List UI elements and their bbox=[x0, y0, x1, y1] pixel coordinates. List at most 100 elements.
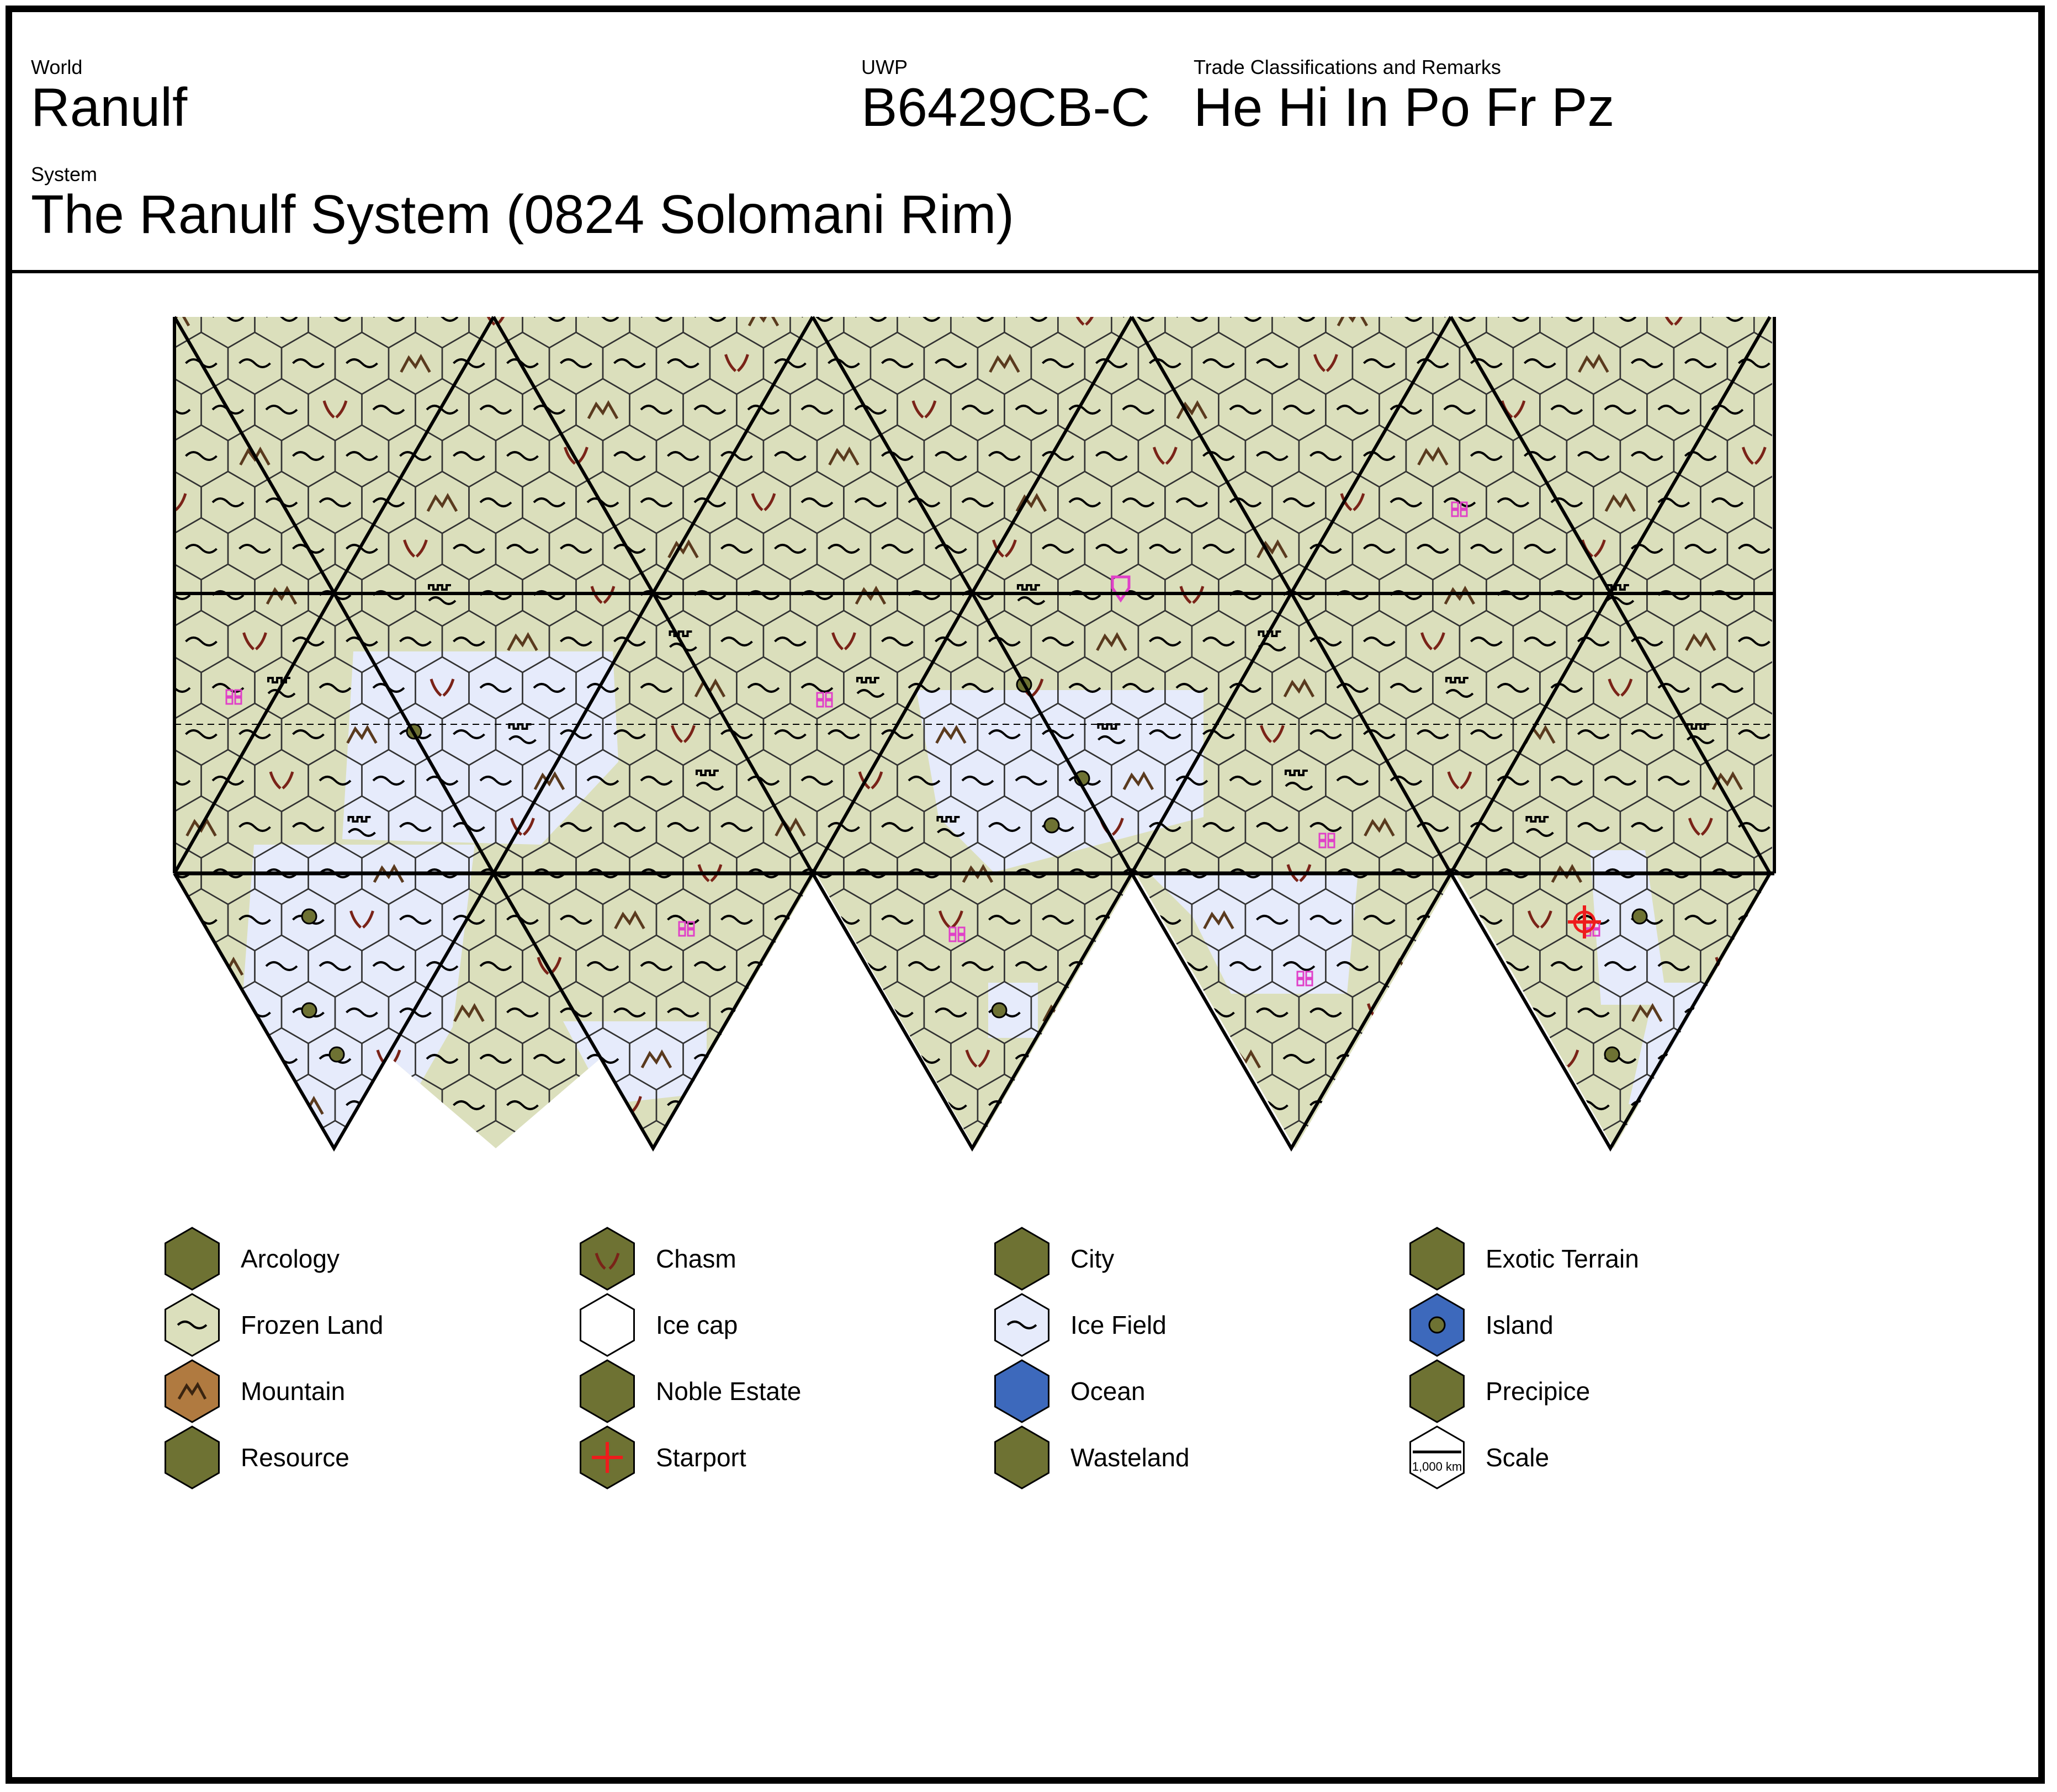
map-hex bbox=[94, 842, 148, 904]
frozen-land-glyph bbox=[185, 729, 218, 739]
frozen-land-glyph bbox=[640, 405, 673, 415]
frozen-land-glyph bbox=[720, 822, 753, 832]
frozen-land-glyph bbox=[1255, 822, 1289, 832]
frozen-land-glyph bbox=[1416, 544, 1449, 554]
city-glyph bbox=[816, 692, 833, 708]
map-hex bbox=[1432, 934, 1487, 998]
legend-item: Mountain bbox=[165, 1359, 345, 1423]
map-hex bbox=[174, 934, 202, 998]
frozen-land-glyph bbox=[238, 915, 271, 925]
frozen-land-glyph bbox=[1309, 822, 1342, 832]
frozen-land-glyph bbox=[747, 405, 780, 415]
trade-label: Trade Classifications and Remarks bbox=[1194, 56, 1501, 78]
city-glyph bbox=[1296, 971, 1313, 987]
frozen-land-glyph bbox=[1255, 915, 1289, 925]
map-hex bbox=[1218, 1120, 1273, 1148]
frozen-land-glyph bbox=[800, 1054, 834, 1064]
map-hex bbox=[1700, 1027, 1755, 1091]
frozen-land-glyph bbox=[1148, 1008, 1181, 1017]
map-hex bbox=[174, 1073, 176, 1137]
frozen-land-glyph bbox=[265, 961, 298, 971]
chasm-glyph bbox=[671, 725, 696, 743]
mountain-glyph bbox=[882, 1095, 913, 1115]
chasm-glyph bbox=[189, 1003, 214, 1021]
frozen-land-glyph bbox=[1630, 729, 1663, 739]
legend-label: Ice Field bbox=[1070, 1311, 1167, 1339]
legend-label: Ocean bbox=[1070, 1377, 1146, 1406]
frozen-land-glyph bbox=[1122, 1054, 1155, 1064]
frozen-land-glyph bbox=[1202, 729, 1235, 739]
frozen-land-glyph bbox=[1148, 822, 1181, 832]
map-hex bbox=[94, 564, 148, 626]
frozen-land-glyph bbox=[238, 822, 271, 832]
frozen-land-glyph bbox=[426, 961, 459, 971]
ice-field-glyph bbox=[695, 770, 724, 791]
mountain-glyph bbox=[587, 400, 619, 420]
legend-label: Ice cap bbox=[656, 1311, 738, 1339]
frozen-land-glyph bbox=[1577, 1008, 1610, 1017]
chasm-glyph bbox=[831, 632, 856, 650]
frozen-land-glyph bbox=[346, 544, 378, 554]
frozen-land-glyph bbox=[238, 358, 271, 368]
frozen-land-glyph bbox=[1416, 1008, 1449, 1017]
map-sheet-frame: World Ranulf UWP B6429CB-C Trade Classif… bbox=[6, 6, 2045, 1784]
frozen-land-glyph bbox=[774, 729, 807, 739]
map-hex bbox=[94, 286, 148, 348]
frozen-land-glyph bbox=[560, 915, 592, 925]
frozen-land-glyph bbox=[1068, 1054, 1101, 1064]
trade-codes: He Hi In Po Fr Pz bbox=[1194, 77, 1615, 137]
map-hex bbox=[1593, 1120, 1648, 1148]
map-hex bbox=[1432, 1120, 1487, 1148]
frozen-land-glyph bbox=[1202, 637, 1235, 646]
frozen-land-glyph bbox=[1497, 1054, 1530, 1064]
map-hex bbox=[1271, 1120, 1327, 1148]
frozen-land-glyph bbox=[399, 1008, 432, 1017]
mountain-glyph bbox=[775, 817, 806, 837]
frozen-land-glyph bbox=[560, 637, 592, 646]
frozen-land-glyph bbox=[640, 683, 673, 693]
frozen-land-glyph bbox=[828, 358, 860, 368]
frozen-land-glyph bbox=[800, 317, 834, 322]
frozen-land-glyph bbox=[1604, 776, 1637, 786]
map-hex bbox=[1405, 980, 1461, 1045]
frozen-land-glyph bbox=[1711, 683, 1744, 693]
frozen-land-glyph bbox=[319, 776, 352, 786]
map-hex bbox=[94, 1028, 148, 1090]
map-hex bbox=[94, 471, 148, 533]
frozen-land-glyph bbox=[640, 497, 673, 507]
map-hex bbox=[1459, 980, 1514, 1045]
frozen-land-glyph bbox=[935, 1008, 967, 1017]
chasm-glyph bbox=[1313, 354, 1338, 372]
frozen-land-glyph bbox=[174, 776, 191, 786]
wasteland-icon bbox=[994, 1425, 1049, 1489]
map-hex bbox=[789, 934, 845, 998]
chasm-glyph bbox=[911, 400, 937, 418]
frozen-land-glyph bbox=[961, 683, 994, 693]
map-hex bbox=[762, 980, 818, 1045]
frozen-land-glyph bbox=[1202, 358, 1235, 368]
ice-field-region bbox=[916, 690, 1204, 872]
map-hex bbox=[897, 1120, 952, 1148]
map-hex bbox=[1084, 1073, 1139, 1137]
map-hex bbox=[174, 424, 176, 488]
frozen-land-glyph bbox=[1550, 317, 1583, 322]
frozen-land-glyph bbox=[1577, 451, 1610, 461]
map-hex bbox=[1539, 1120, 1594, 1148]
frozen-land-glyph bbox=[988, 729, 1021, 739]
frozen-land-glyph bbox=[854, 1054, 887, 1064]
frozen-land-glyph bbox=[720, 1100, 753, 1110]
frozen-land-glyph bbox=[506, 544, 539, 554]
legend: Arcology Chasm City Exotic Terrain Frozen La… bbox=[165, 1227, 1639, 1489]
chasm-glyph bbox=[1259, 725, 1285, 743]
map-hex bbox=[1781, 796, 1835, 858]
frozen-land-glyph bbox=[1470, 451, 1503, 461]
mountain-glyph bbox=[989, 353, 1020, 373]
legend-glyph bbox=[177, 1321, 208, 1329]
map-hex bbox=[94, 750, 148, 812]
map-hex bbox=[1057, 1120, 1112, 1148]
frozen-land-glyph bbox=[1737, 637, 1770, 646]
frozen-land-glyph bbox=[1309, 1008, 1342, 1017]
frozen-land-glyph bbox=[720, 451, 753, 461]
map-hex bbox=[1486, 1120, 1541, 1148]
legend-label: Wasteland bbox=[1070, 1443, 1190, 1472]
